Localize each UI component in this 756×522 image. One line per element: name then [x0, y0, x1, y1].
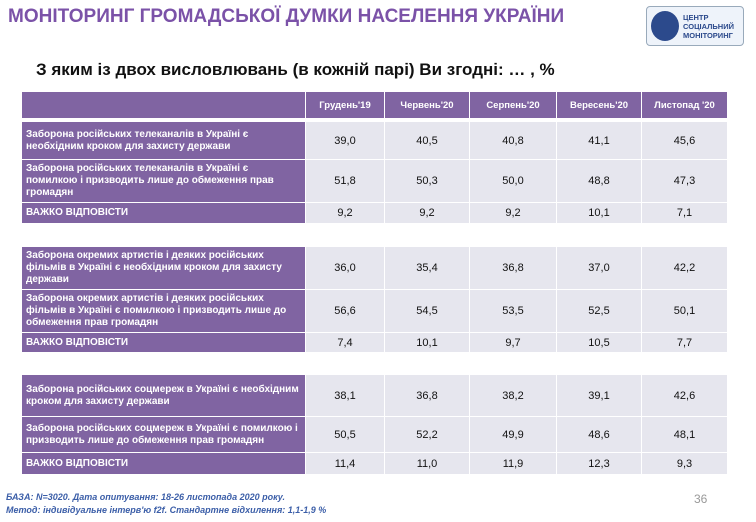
value-cell: 42,6 [642, 375, 728, 417]
value-cell: 35,4 [385, 247, 470, 290]
title: МОНІТОРИНГ ГРОМАДСЬКОЇ ДУМКИ НАСЕЛЕННЯ У… [8, 6, 565, 27]
value-cell: 52,2 [385, 417, 470, 453]
logo: ЦЕНТР СОЦІАЛЬНИЙ МОНІТОРИНГ [646, 6, 744, 46]
column-header: Серпень'20 [470, 92, 557, 119]
column-header: Грудень'19 [306, 92, 385, 119]
value-cell: 51,8 [306, 160, 385, 203]
value-cell: 41,1 [557, 122, 642, 160]
row-label: ВАЖКО ВІДПОВІСТИ [22, 453, 306, 475]
column-header: Вересень'20 [557, 92, 642, 119]
header-cell [22, 92, 306, 119]
row-label: Заборона окремих артистів і деяких росій… [22, 247, 306, 290]
logo-line: МОНІТОРИНГ [683, 31, 733, 40]
row-label: Заборона російських соцмереж в Україні є… [22, 375, 306, 417]
value-cell: 9,7 [470, 333, 557, 353]
value-cell: 10,1 [385, 333, 470, 353]
footer-method: Метод: індивідуальне інтерв'ю f2f. Станд… [6, 505, 327, 515]
value-cell: 48,8 [557, 160, 642, 203]
value-cell: 50,3 [385, 160, 470, 203]
logo-line: ЦЕНТР [683, 13, 709, 22]
question: З яким із двох висловлювань (в кожній па… [36, 60, 555, 79]
value-cell: 9,2 [306, 203, 385, 224]
value-cell: 7,4 [306, 333, 385, 353]
value-cell: 45,6 [642, 122, 728, 160]
column-header: Листопад '20 [642, 92, 728, 119]
value-cell: 9,2 [470, 203, 557, 224]
value-cell: 40,8 [470, 122, 557, 160]
logo-line: СОЦІАЛЬНИЙ [683, 22, 734, 31]
value-cell: 7,7 [642, 333, 728, 353]
value-cell: 11,9 [470, 453, 557, 475]
value-cell: 39,0 [306, 122, 385, 160]
value-cell: 40,5 [385, 122, 470, 160]
row-label: Заборона окремих артистів і деяких росій… [22, 290, 306, 333]
value-cell: 42,2 [642, 247, 728, 290]
value-cell: 54,5 [385, 290, 470, 333]
value-cell: 36,0 [306, 247, 385, 290]
row-label: ВАЖКО ВІДПОВІСТИ [22, 203, 306, 224]
value-cell: 38,1 [306, 375, 385, 417]
value-cell: 11,0 [385, 453, 470, 475]
value-cell: 9,3 [642, 453, 728, 475]
page-number: 36 [694, 492, 708, 506]
value-cell: 10,1 [557, 203, 642, 224]
value-cell: 48,1 [642, 417, 728, 453]
value-cell: 38,2 [470, 375, 557, 417]
value-cell: 53,5 [470, 290, 557, 333]
value-cell: 56,6 [306, 290, 385, 333]
value-cell: 47,3 [642, 160, 728, 203]
row-label: Заборона російських соцмереж в Україні є… [22, 417, 306, 453]
value-cell: 49,9 [470, 417, 557, 453]
logo-text: ЦЕНТР СОЦІАЛЬНИЙ МОНІТОРИНГ [683, 13, 734, 40]
value-cell: 50,0 [470, 160, 557, 203]
footer-base: БАЗА: N=3020. Дата опитування: 18-26 лис… [6, 492, 285, 502]
value-cell: 12,3 [557, 453, 642, 475]
value-cell: 11,4 [306, 453, 385, 475]
value-cell: 36,8 [470, 247, 557, 290]
row-label: ВАЖКО ВІДПОВІСТИ [22, 333, 306, 353]
value-cell: 50,5 [306, 417, 385, 453]
value-cell: 9,2 [385, 203, 470, 224]
row-label: Заборона російських телеканалів в Україн… [22, 160, 306, 203]
value-cell: 7,1 [642, 203, 728, 224]
value-cell: 48,6 [557, 417, 642, 453]
value-cell: 10,5 [557, 333, 642, 353]
logo-icon [651, 11, 679, 41]
column-header: Червень'20 [385, 92, 470, 119]
value-cell: 39,1 [557, 375, 642, 417]
value-cell: 50,1 [642, 290, 728, 333]
value-cell: 36,8 [385, 375, 470, 417]
value-cell: 52,5 [557, 290, 642, 333]
row-label: Заборона російських телеканалів в Україн… [22, 122, 306, 160]
value-cell: 37,0 [557, 247, 642, 290]
